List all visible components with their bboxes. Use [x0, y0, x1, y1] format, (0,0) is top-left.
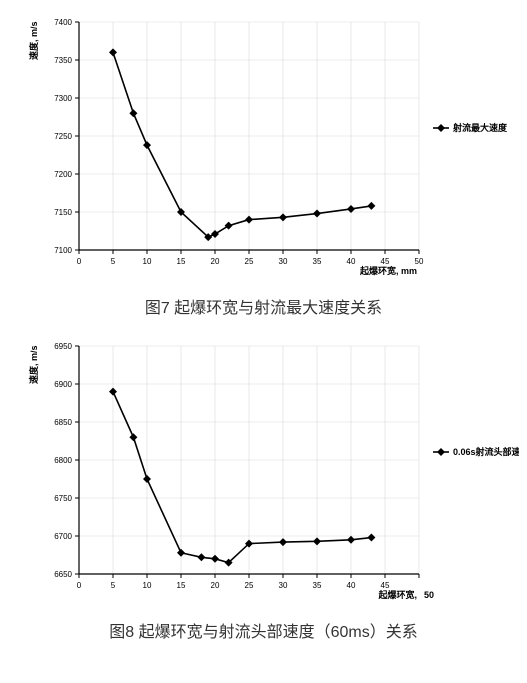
x-tick-label: 20	[210, 257, 219, 266]
chart-7: 0 5 10 15 20 25 30 35 40 45 50 7100 7150 7200 7250 7300…	[9, 8, 519, 288]
x-axis-label-trail: 50	[423, 590, 433, 600]
chart-8-container: 0 5 10 15 20 25 30 35 40 45 6650 6700 6750 6800 6850 69…	[9, 332, 519, 642]
y-axis-label: 速度, m/s	[28, 21, 39, 60]
chart-7-bg	[9, 8, 519, 278]
x-tick-label: 20	[210, 581, 219, 590]
y-tick-label: 7250	[54, 132, 72, 141]
y-tick-label: 7300	[54, 94, 72, 103]
x-tick-label: 50	[414, 257, 423, 266]
y-tick-label: 6750	[54, 494, 72, 503]
y-tick-label: 6950	[54, 342, 72, 351]
x-tick-label: 25	[244, 581, 253, 590]
y-tick-label: 6900	[54, 380, 72, 389]
legend-label: 射流最大速度	[452, 122, 508, 133]
x-tick-label: 45	[380, 257, 389, 266]
chart-8: 0 5 10 15 20 25 30 35 40 45 6650 6700 6750 6800 6850 69…	[9, 332, 519, 612]
chart-7-container: 0 5 10 15 20 25 30 35 40 45 50 7100 7150 7200 7250 7300…	[9, 8, 519, 318]
x-tick-label: 30	[278, 257, 287, 266]
y-tick-label: 7350	[54, 56, 72, 65]
x-tick-label: 15	[176, 257, 185, 266]
y-tick-label: 7400	[54, 18, 72, 27]
x-tick-label: 15	[176, 581, 185, 590]
y-tick-label: 7200	[54, 170, 72, 179]
x-axis-label: 起爆环宽,	[377, 589, 417, 600]
y-tick-label: 7150	[54, 208, 72, 217]
x-tick-label: 5	[110, 581, 115, 590]
x-tick-label: 40	[346, 581, 355, 590]
legend-label: 0.06s射流头部速度	[453, 446, 519, 457]
chart-7-svg: 0 5 10 15 20 25 30 35 40 45 50 7100 7150 7200 7250 7300…	[9, 8, 519, 278]
x-tick-label: 0	[76, 581, 81, 590]
x-tick-label: 45	[380, 581, 389, 590]
y-tick-label: 6850	[54, 418, 72, 427]
chart-8-svg: 0 5 10 15 20 25 30 35 40 45 6650 6700 6750 6800 6850 69…	[9, 332, 519, 602]
x-tick-label: 0	[76, 257, 81, 266]
y-axis-label: 速度, m/s	[28, 345, 39, 384]
x-tick-label: 10	[142, 257, 151, 266]
x-tick-label: 35	[312, 257, 321, 266]
y-tick-label: 6700	[54, 532, 72, 541]
chart-8-bg	[9, 332, 519, 602]
x-axis-label: 起爆环宽, mm	[358, 265, 416, 276]
chart-8-caption: 图8 起爆环宽与射流头部速度（60ms）关系	[9, 618, 519, 642]
y-tick-label: 6800	[54, 456, 72, 465]
y-tick-label: 7100	[54, 246, 72, 255]
chart-7-caption: 图7 起爆环宽与射流最大速度关系	[9, 294, 519, 318]
y-tick-label: 6650	[54, 570, 72, 579]
x-tick-label: 25	[244, 257, 253, 266]
x-tick-label: 5	[110, 257, 115, 266]
x-tick-label: 10	[142, 581, 151, 590]
x-tick-label: 40	[346, 257, 355, 266]
page: 0510152025303540455071007150720072507300…	[0, 0, 527, 668]
x-tick-label: 30	[278, 581, 287, 590]
x-tick-label: 35	[312, 581, 321, 590]
